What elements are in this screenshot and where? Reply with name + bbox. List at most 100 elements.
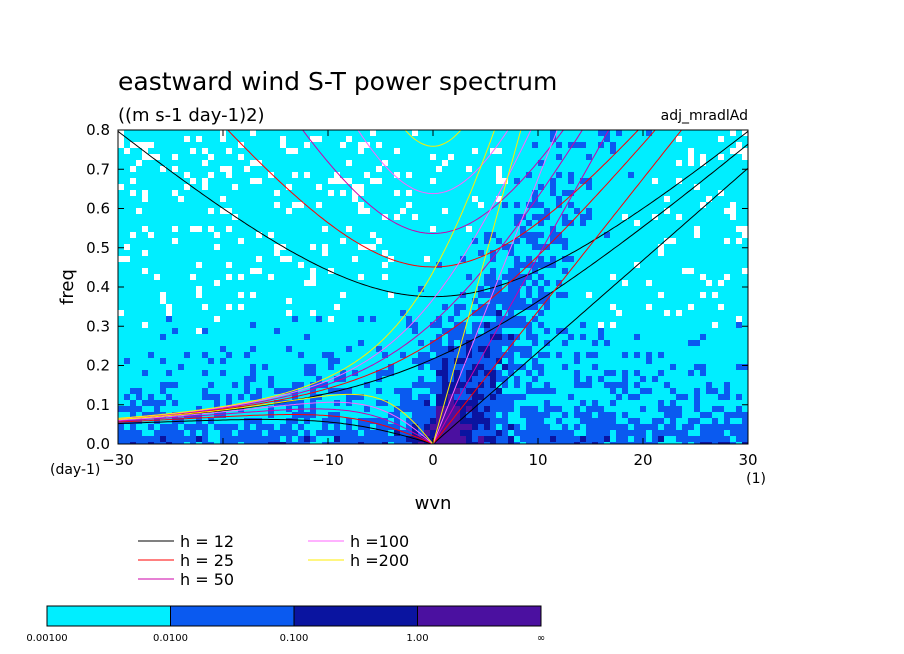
power-cell [520, 286, 526, 292]
power-cell [646, 268, 652, 274]
power-cell [742, 292, 748, 298]
power-cell [244, 130, 250, 136]
power-cell [658, 208, 664, 214]
power-cell [448, 172, 454, 178]
power-cell [148, 148, 154, 154]
power-cell [436, 316, 442, 322]
power-cell [706, 364, 712, 370]
power-cell [478, 364, 484, 370]
power-cell [472, 304, 478, 310]
power-cell [484, 214, 490, 220]
power-cell [604, 220, 610, 226]
power-cell [718, 196, 724, 202]
power-cell [292, 304, 298, 310]
power-cell [652, 352, 658, 358]
power-cell [262, 262, 268, 268]
power-cell [736, 370, 742, 376]
power-cell [184, 358, 190, 364]
power-cell [616, 178, 622, 184]
power-cell [310, 346, 316, 352]
power-cell [166, 256, 172, 262]
power-cell [466, 358, 472, 364]
power-cell [724, 340, 730, 346]
power-cell [424, 232, 430, 238]
power-cell [598, 148, 604, 154]
power-cell [568, 136, 574, 142]
power-cell [700, 160, 706, 166]
power-cell [436, 148, 442, 154]
power-cell [256, 400, 262, 406]
power-cell [184, 280, 190, 286]
power-cell [478, 298, 484, 304]
power-cell [364, 274, 370, 280]
power-cell [604, 154, 610, 160]
power-cell [400, 304, 406, 310]
power-cell [706, 178, 712, 184]
power-cell [190, 370, 196, 376]
power-cell [346, 370, 352, 376]
power-cell [142, 232, 148, 238]
power-cell [190, 268, 196, 274]
power-cell [256, 370, 262, 376]
power-cell [364, 406, 370, 412]
power-cell [208, 280, 214, 286]
power-cell [622, 370, 628, 376]
power-cell [280, 256, 286, 262]
power-cell [496, 244, 502, 250]
power-cell [550, 178, 556, 184]
power-cell [598, 220, 604, 226]
power-cell [352, 226, 358, 232]
power-cell [394, 298, 400, 304]
power-cell [412, 190, 418, 196]
power-cell [634, 358, 640, 364]
power-cell [166, 298, 172, 304]
power-cell [322, 250, 328, 256]
power-cell [172, 244, 178, 250]
power-cell [454, 166, 460, 172]
power-cell [646, 328, 652, 334]
power-cell [718, 238, 724, 244]
power-cell [220, 172, 226, 178]
power-cell [172, 202, 178, 208]
power-cell [310, 388, 316, 394]
power-cell [202, 148, 208, 154]
power-cell [670, 370, 676, 376]
power-cell [358, 274, 364, 280]
power-cell [478, 334, 484, 340]
power-cell [742, 382, 748, 388]
power-cell [256, 406, 262, 412]
power-cell [400, 406, 406, 412]
power-cell [610, 172, 616, 178]
power-cell [610, 298, 616, 304]
power-cell [268, 406, 274, 412]
power-cell [250, 142, 256, 148]
power-cell [346, 388, 352, 394]
power-cell [652, 304, 658, 310]
power-cell [340, 226, 346, 232]
power-cell [118, 346, 124, 352]
power-cell [496, 148, 502, 154]
power-cell [718, 364, 724, 370]
power-cell [718, 352, 724, 358]
power-cell [466, 310, 472, 316]
power-cell [616, 148, 622, 154]
power-cell [394, 166, 400, 172]
power-cell [484, 142, 490, 148]
power-cell [142, 268, 148, 274]
power-cell [676, 250, 682, 256]
power-cell [592, 214, 598, 220]
power-cell [130, 136, 136, 142]
power-cell [628, 280, 634, 286]
power-cell [712, 346, 718, 352]
power-cell [118, 220, 124, 226]
power-cell [352, 340, 358, 346]
power-cell [418, 388, 424, 394]
power-cell [490, 208, 496, 214]
power-cell [148, 214, 154, 220]
power-cell [172, 382, 178, 388]
power-cell [412, 256, 418, 262]
power-cell [418, 250, 424, 256]
power-cell [598, 274, 604, 280]
power-cell [442, 292, 448, 298]
power-cell [730, 262, 736, 268]
